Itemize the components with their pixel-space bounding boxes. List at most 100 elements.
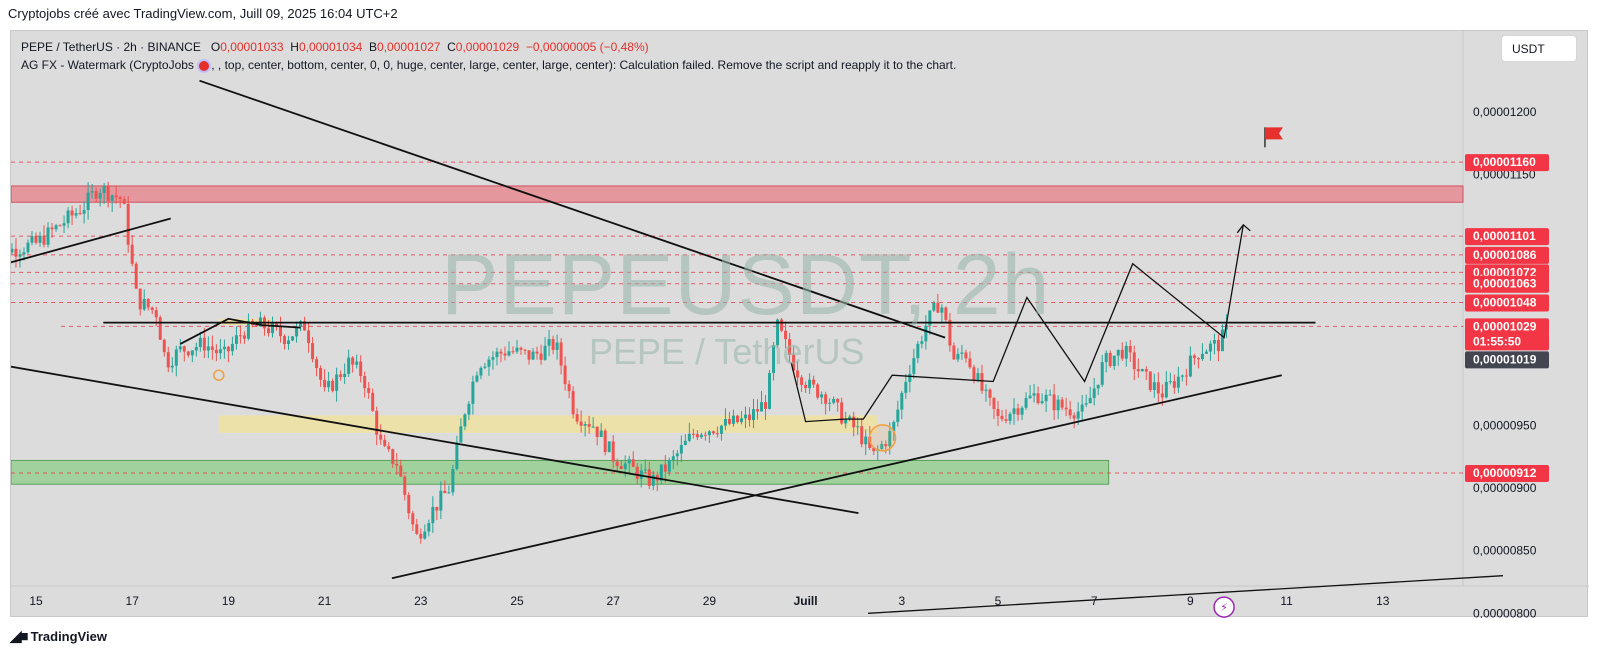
candle-body [443, 490, 447, 494]
candle-body [1196, 358, 1200, 360]
candle-body [1048, 394, 1052, 396]
candle-body [1128, 345, 1132, 353]
candle-body [1144, 369, 1148, 372]
low-value: 0,00001027 [377, 40, 441, 54]
tradingview-logo[interactable]: ◢■ TradingView [10, 627, 107, 645]
candle-body [62, 223, 66, 226]
candle-body [383, 439, 387, 447]
candle-body [86, 192, 90, 211]
candle-body [371, 392, 375, 411]
candle-body [1180, 375, 1184, 377]
candle-body [463, 414, 467, 427]
candle-body [1084, 403, 1088, 405]
indicator-suffix: , , top, center, bottom, center, 0, 0, h… [211, 58, 957, 72]
candle-body [303, 321, 307, 331]
candle-body [1176, 376, 1180, 388]
candle-body [138, 288, 142, 310]
candle-body [519, 347, 523, 350]
candle-body [1212, 340, 1216, 344]
candle-body [952, 345, 956, 360]
price-tag [1465, 154, 1549, 172]
candle-body [375, 410, 379, 435]
candle-body [768, 372, 772, 409]
candle-body [824, 394, 828, 404]
candle-body [399, 465, 403, 477]
candle-body [515, 347, 519, 352]
candle-body [407, 494, 411, 514]
candle-body [864, 436, 868, 445]
candle-body [723, 418, 727, 426]
candle-body [928, 310, 932, 326]
candle-body [892, 421, 896, 432]
candle-body [627, 459, 631, 464]
candle-body [547, 339, 551, 346]
candle-body [487, 359, 491, 367]
candle-body [543, 345, 547, 360]
candle-body [844, 419, 848, 424]
candle-body [507, 351, 511, 356]
chart-caption: Cryptojobs créé avec TradingView.com, Ju… [8, 6, 398, 21]
zone-demand [218, 415, 878, 433]
candle-body [832, 398, 836, 403]
candle-body [1028, 395, 1032, 399]
candle-body [671, 456, 675, 460]
trend-line [790, 224, 1244, 423]
candle-body [631, 459, 635, 467]
candle-body [467, 403, 471, 415]
candle-body [808, 379, 812, 389]
candle-body [11, 248, 14, 253]
candle-body [503, 353, 507, 356]
candle-body [663, 464, 667, 472]
x-tick-label: 27 [607, 594, 621, 608]
x-tick-label: 23 [414, 594, 428, 608]
chart-frame[interactable]: ⚡0,000012000,000011500,000010000,0000095… [10, 30, 1589, 618]
candle-body [363, 375, 367, 389]
candle-body [1012, 408, 1016, 414]
candle-body [619, 465, 623, 470]
lightning-icon [1213, 596, 1235, 618]
candle-body [266, 328, 270, 334]
candle-body [1076, 411, 1080, 419]
candle-body [904, 381, 908, 393]
candle-body [26, 242, 30, 253]
candle-body [731, 415, 735, 424]
x-tick-label: 25 [510, 594, 524, 608]
candle-body [812, 379, 816, 385]
x-tick-label: 7 [1091, 594, 1098, 608]
close-label: C [447, 40, 456, 54]
candle-body [860, 426, 864, 445]
candle-body [455, 442, 459, 469]
candlestick-chart[interactable]: ⚡0,000012000,000011500,000010000,0000095… [11, 31, 1589, 618]
candle-body [415, 524, 419, 534]
y-tick-label: 0,00001150 [1473, 168, 1536, 182]
change-value: −0,00000005 (−0,48%) [525, 40, 649, 54]
candle-body [591, 426, 595, 428]
candle-body [14, 248, 18, 257]
candle-body [916, 343, 920, 359]
brand-name: TradingView [30, 629, 107, 644]
candle-body [471, 381, 475, 404]
candle-body [727, 418, 731, 424]
candle-body [872, 447, 876, 452]
candle-body [1020, 407, 1024, 415]
candle-body [1064, 407, 1068, 410]
candle-body [707, 431, 711, 436]
candle-body [439, 490, 443, 511]
candle-body [739, 418, 743, 423]
price-tag [1465, 275, 1549, 293]
candle-body [403, 476, 407, 495]
candle-body [715, 433, 719, 435]
candle-body [1096, 384, 1100, 389]
price-tag [1465, 351, 1549, 369]
tradingview-logo-icon: ◢■ [10, 628, 29, 645]
candle-body [90, 191, 94, 193]
currency-unit-button[interactable]: USDT [1501, 35, 1577, 62]
candle-body [1156, 382, 1160, 394]
candle-body [30, 236, 34, 243]
candle-body [190, 350, 194, 356]
candle-body [1104, 352, 1108, 363]
candle-body [351, 357, 355, 365]
candle-body [238, 335, 242, 337]
candle-body [495, 351, 499, 358]
candle-body [275, 323, 278, 327]
